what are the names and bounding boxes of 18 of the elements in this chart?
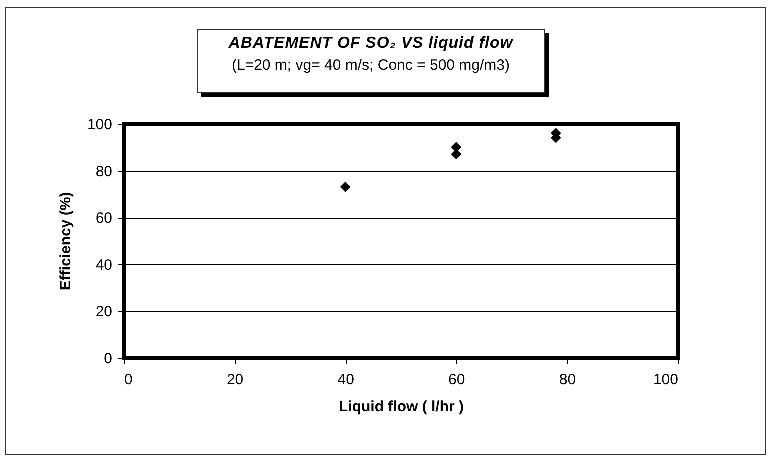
x-tick-label: 40 bbox=[338, 372, 354, 388]
x-tick-label: 80 bbox=[559, 372, 576, 388]
y-axis-title: Efficiency (%) bbox=[57, 192, 74, 291]
y-tick-label: 80 bbox=[96, 163, 112, 180]
y-tick-label: 100 bbox=[87, 116, 112, 134]
y-tick-label: 20 bbox=[96, 304, 112, 321]
point bbox=[340, 182, 351, 192]
x-tick-label: 100 bbox=[653, 372, 678, 388]
x-tick-label: 20 bbox=[226, 372, 244, 388]
chart-title: ABATEMENT OF SO₂ VS liquid flow bbox=[228, 35, 514, 53]
y-tick-label: 40 bbox=[96, 256, 112, 274]
x-tick-label: 60 bbox=[448, 372, 466, 388]
chart-subtitle: (L=20 m; vg= 40 m/s; Conc = 500 mg/m3) bbox=[230, 57, 512, 74]
y-tick-label: 60 bbox=[96, 210, 112, 228]
x-tick-label: 0 bbox=[124, 372, 133, 388]
point bbox=[451, 149, 462, 160]
y-tick-label: 0 bbox=[104, 350, 112, 368]
x-axis-title: Liquid flow ( l/hr ) bbox=[339, 398, 464, 416]
